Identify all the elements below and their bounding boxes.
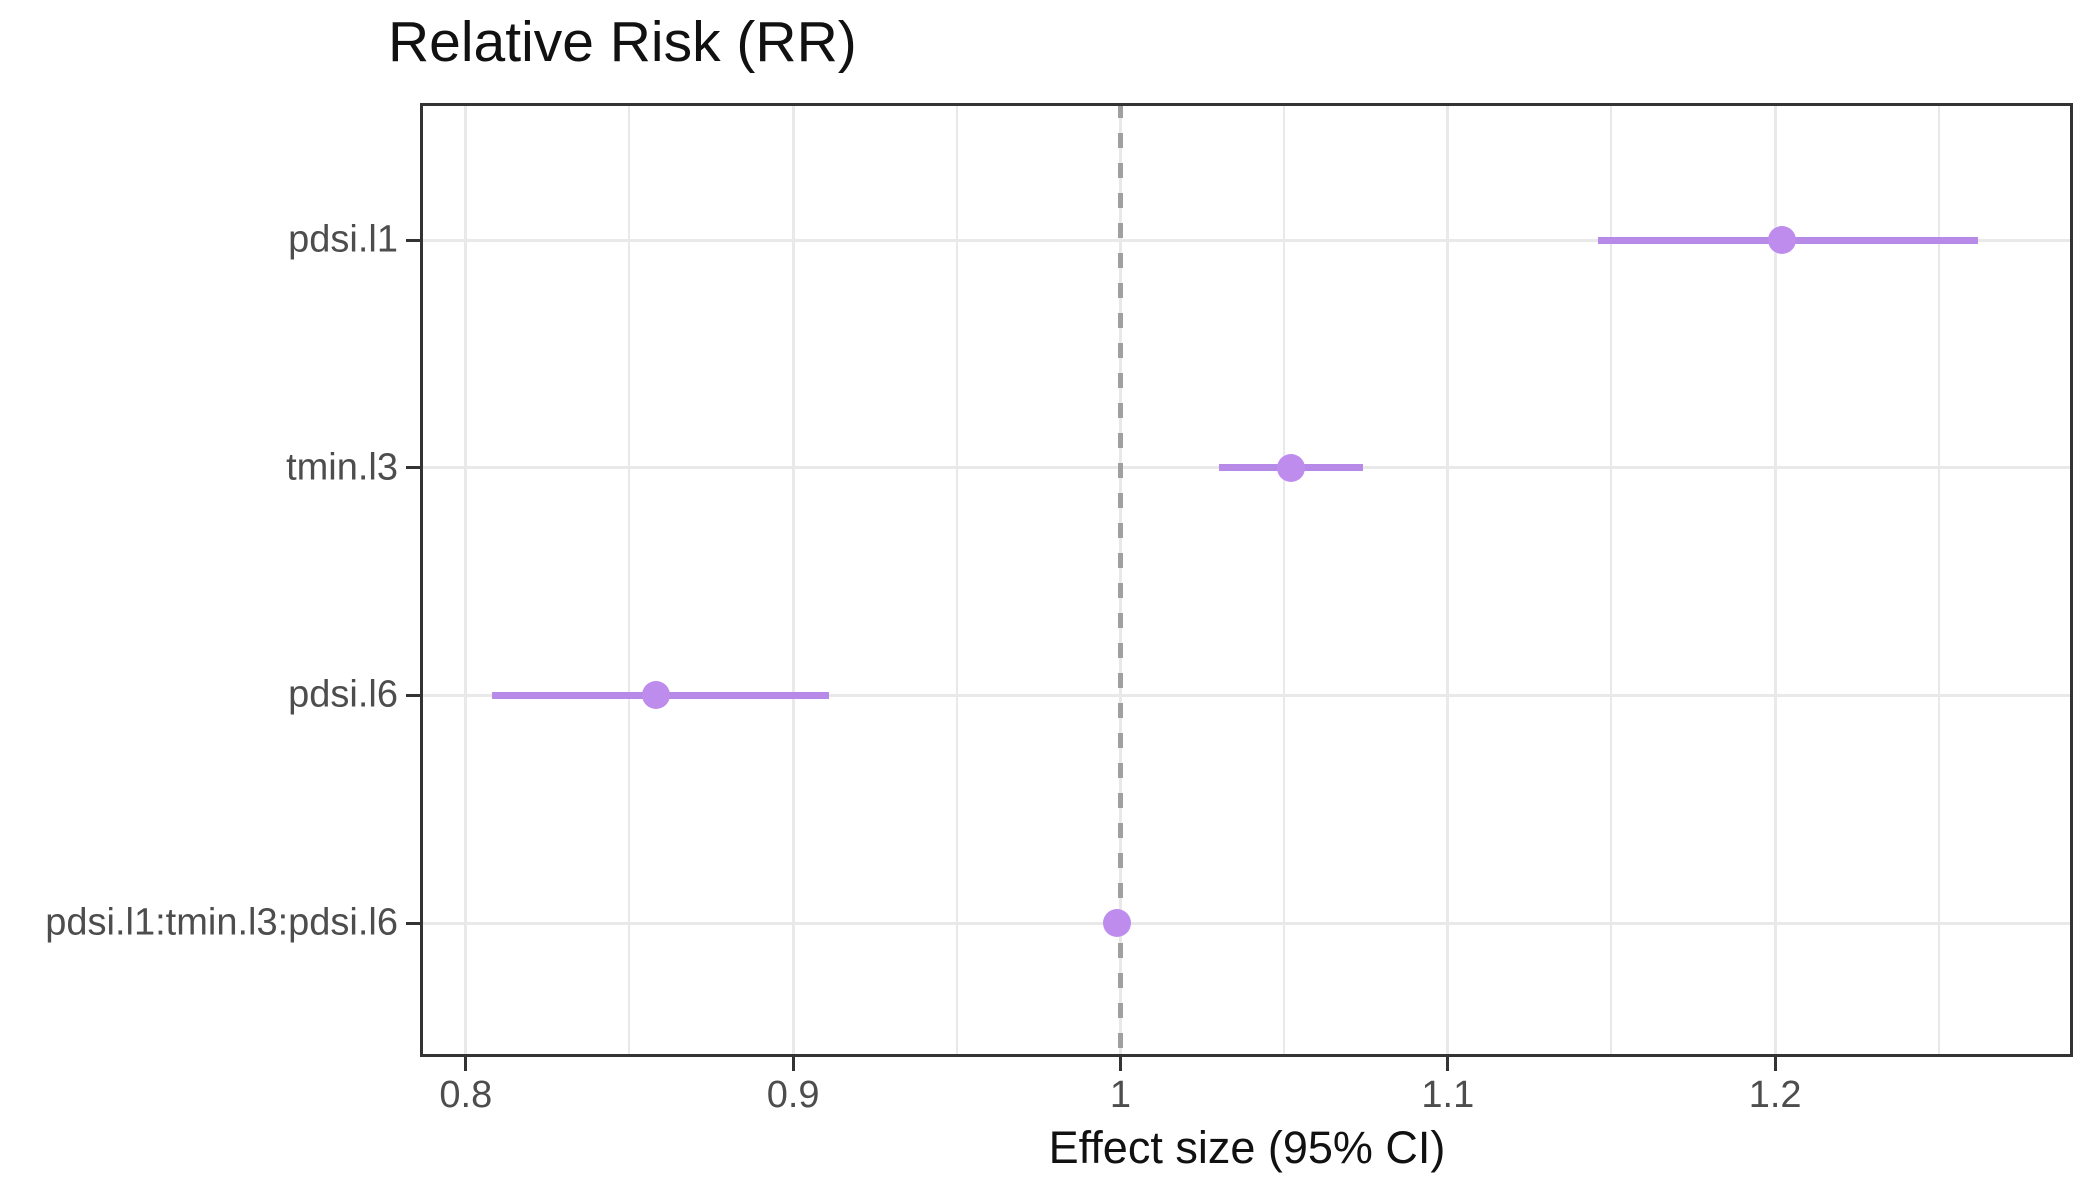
y-axis-tick bbox=[406, 693, 420, 697]
x-axis-tick-label: 1.1 bbox=[1421, 1074, 1475, 1116]
y-axis-label: pdsi.l1:tmin.l3:pdsi.l6 bbox=[45, 901, 398, 944]
point-estimate bbox=[1767, 226, 1796, 254]
y-axis-label: tmin.l3 bbox=[286, 446, 398, 489]
x-axis-tick-label: 1.2 bbox=[1748, 1074, 1802, 1116]
x-axis-tick bbox=[464, 1057, 468, 1071]
point-estimate bbox=[1276, 453, 1305, 482]
point-estimate bbox=[1103, 909, 1132, 938]
reference-line bbox=[1117, 103, 1123, 1057]
gridline-vertical-minor bbox=[1610, 103, 1613, 1057]
x-axis-tick bbox=[1118, 1057, 1122, 1071]
gridline-horizontal bbox=[420, 921, 2073, 925]
gridline-vertical-minor bbox=[1937, 103, 1940, 1057]
x-axis-tick bbox=[1773, 1057, 1777, 1071]
gridline-vertical-major bbox=[1446, 103, 1450, 1057]
panel-border bbox=[420, 103, 2073, 1057]
gridline-vertical-minor bbox=[628, 103, 631, 1057]
x-axis-tick bbox=[1446, 1057, 1450, 1071]
x-axis-tick-label: 1 bbox=[1109, 1074, 1132, 1116]
gridline-vertical-minor bbox=[955, 103, 958, 1057]
x-axis-tick bbox=[791, 1057, 795, 1071]
y-axis-label: pdsi.l6 bbox=[288, 673, 398, 716]
gridline-vertical-major bbox=[791, 103, 795, 1057]
y-axis-tick bbox=[406, 921, 420, 925]
gridline-horizontal bbox=[420, 693, 2073, 697]
plot-panel bbox=[420, 103, 2073, 1057]
gridline-vertical-major bbox=[464, 103, 468, 1057]
gridline-vertical-major bbox=[1773, 103, 1777, 1057]
x-axis-title: Effect size (95% CI) bbox=[1048, 1122, 1446, 1173]
gridline-horizontal bbox=[420, 238, 2073, 242]
gridline-vertical-minor bbox=[1283, 103, 1286, 1057]
point-estimate bbox=[641, 681, 670, 710]
x-axis-tick-label: 0.8 bbox=[439, 1074, 493, 1116]
y-axis-label: pdsi.l1 bbox=[288, 218, 398, 261]
y-axis-tick bbox=[406, 466, 420, 470]
plot-title: Relative Risk (RR) bbox=[388, 10, 857, 74]
y-axis-tick bbox=[406, 238, 420, 242]
x-axis-tick-label: 0.9 bbox=[766, 1074, 820, 1116]
